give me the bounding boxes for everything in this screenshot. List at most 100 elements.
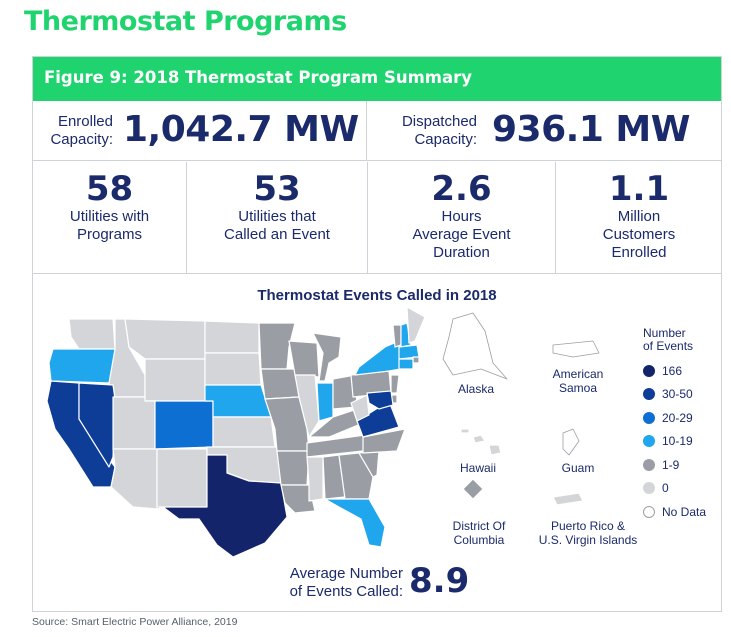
map-title: Thermostat Events Called in 2018	[257, 287, 497, 304]
legend-swatch	[643, 435, 655, 448]
state-il	[294, 374, 320, 438]
map-legend: Number of Events 166 30-50 20-29 10-19 1-9 0 N…	[643, 327, 706, 524]
stat-customers-enrolled: 1.1 Million Customers Enrolled	[555, 162, 722, 274]
state-nj	[390, 374, 400, 394]
enrolled-label-line1: Enrolled	[57, 113, 113, 130]
label-pr-line1: Puerto Rico &	[550, 519, 626, 533]
stat-label-line: Customers	[602, 226, 676, 243]
average-events-value: 8.9	[409, 561, 470, 601]
label-american-samoa: American Samoa	[543, 367, 613, 395]
stat-average-event-duration: 2.6 Hours Average Event Duration	[367, 162, 555, 274]
enrolled-label-line2: Capacity:	[50, 131, 113, 148]
dispatched-capacity-label: Dispatched Capacity:	[381, 113, 477, 149]
state-ms	[306, 456, 324, 502]
label-pr-line2: U.S. Virgin Islands	[538, 533, 638, 547]
stat-value: 58	[85, 169, 134, 209]
state-la	[280, 484, 316, 514]
capacity-row: Enrolled Capacity: 1,042.7 MW Dispatched…	[33, 101, 721, 161]
figure-title: Figure 9: 2018 Thermostat Program Summar…	[33, 57, 721, 101]
state-gu	[562, 428, 580, 456]
state-ut	[112, 396, 156, 450]
legend-swatch	[643, 505, 655, 518]
legend-item: No Data	[643, 500, 706, 524]
stat-label-line: Utilities with	[69, 208, 150, 225]
state-nv	[78, 382, 116, 468]
state-wv	[350, 394, 370, 422]
state-mi	[312, 332, 342, 382]
label-district-of-columbia: District Of Columbia	[441, 519, 517, 547]
us-choropleth-map	[46, 306, 600, 558]
stat-label-line: Duration	[433, 244, 490, 261]
state-dc	[462, 478, 484, 500]
state-ny	[354, 340, 402, 376]
state-in	[316, 382, 334, 422]
legend-item: 20-29	[643, 406, 706, 430]
legend-swatch	[643, 482, 655, 495]
state-wy	[144, 358, 206, 402]
label-alaska: Alaska	[457, 382, 495, 396]
legend-swatch	[643, 364, 655, 377]
state-ne	[204, 384, 272, 418]
stat-label-line: Average Event	[412, 226, 511, 243]
legend-item: 166	[643, 359, 706, 383]
state-md	[366, 390, 394, 410]
legend-swatch	[643, 458, 655, 471]
average-label-line1: Average Number	[289, 565, 403, 582]
legend-title-line1: Number	[643, 326, 686, 340]
enrolled-capacity-cell: Enrolled Capacity: 1,042.7 MW	[33, 101, 367, 161]
average-label-line2: of Events Called:	[289, 583, 403, 600]
state-ia	[260, 368, 300, 400]
state-vt	[392, 324, 402, 348]
legend-item: 0	[643, 477, 706, 501]
figure-card: Figure 9: 2018 Thermostat Program Summar…	[32, 56, 722, 612]
label-guam: Guam	[561, 461, 595, 475]
state-nd	[204, 320, 260, 354]
legend-label: No Data	[662, 504, 707, 519]
label-american-samoa-line1: American	[552, 367, 604, 381]
state-hi	[460, 428, 502, 456]
legend-label: 0	[662, 481, 669, 496]
dispatched-capacity-value: 936.1 MW	[492, 109, 690, 150]
dispatched-label-line1: Dispatched	[401, 113, 477, 130]
page-title: Thermostat Programs	[24, 6, 347, 37]
state-ri	[412, 356, 420, 364]
legend-swatch	[643, 411, 655, 424]
state-me	[406, 306, 426, 344]
legend-item: 1-9	[643, 453, 706, 477]
label-hawaii: Hawaii	[459, 461, 496, 475]
stat-label-line: Programs	[76, 226, 143, 243]
stat-label-line: Hours	[441, 208, 482, 225]
state-mn	[258, 322, 296, 370]
stat-label-line: Million	[617, 208, 661, 225]
state-ak	[442, 312, 508, 380]
state-nc	[362, 428, 406, 454]
state-az	[110, 448, 158, 510]
average-events-label: Average Number of Events Called:	[273, 565, 403, 601]
legend-item: 30-50	[643, 383, 706, 407]
state-mt	[124, 318, 206, 360]
label-dc-line2: Columbia	[453, 533, 505, 547]
state-tx	[156, 454, 288, 558]
stat-label-line: Enrolled	[611, 244, 667, 261]
state-ga	[338, 452, 374, 500]
state-fl	[324, 498, 386, 548]
legend-label: 1-9	[662, 457, 680, 472]
stat-label-line: Called an Event	[224, 226, 330, 243]
stat-utilities-called-event: 53 Utilities that Called an Event	[186, 162, 367, 274]
state-ct	[398, 358, 414, 370]
legend-title: Number of Events	[643, 327, 706, 353]
label-puerto-rico: Puerto Rico & U.S. Virgin Islands	[533, 519, 643, 547]
enrolled-capacity-value: 1,042.7 MW	[123, 109, 359, 150]
state-ar	[276, 450, 310, 486]
stats-row: 58 Utilities with Programs 53 Utilities …	[33, 162, 721, 274]
state-as	[552, 340, 600, 358]
legend-swatch	[643, 388, 655, 401]
legend-label: 30-50	[662, 387, 693, 402]
legend-label: 10-19	[662, 434, 693, 449]
stat-label-line: Utilities that	[238, 208, 316, 225]
stat-value: 53	[253, 169, 301, 209]
state-or	[48, 348, 116, 384]
legend-item: 10-19	[643, 430, 706, 454]
state-wa	[68, 318, 116, 350]
enrolled-capacity-label: Enrolled Capacity:	[43, 113, 113, 149]
